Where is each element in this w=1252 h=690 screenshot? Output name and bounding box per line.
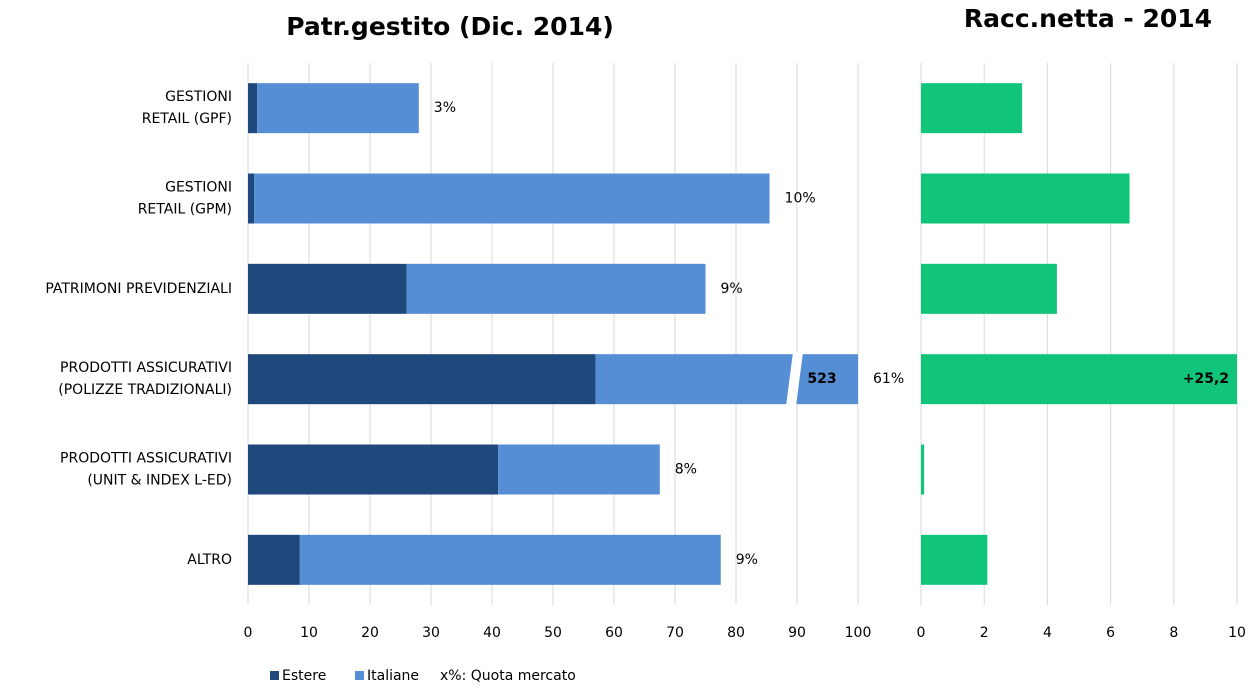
bar-segment bbox=[248, 354, 596, 405]
market-share-label: 3% bbox=[434, 100, 456, 116]
label-line: GESTIONI bbox=[165, 180, 232, 196]
market-share-label: 9% bbox=[736, 552, 758, 568]
bar bbox=[921, 444, 925, 495]
y-tick-label: PRODOTTI ASSICURATIVI (UNIT & INDEX L-ED) bbox=[60, 451, 232, 489]
bar-segment bbox=[257, 83, 419, 134]
market-share-label: 8% bbox=[675, 462, 697, 478]
x-tick-label: 2 bbox=[980, 625, 989, 641]
axis-break bbox=[786, 352, 803, 407]
label-line: ALTRO bbox=[187, 552, 232, 568]
legend-label: Estere bbox=[282, 668, 326, 684]
x-tick-label: 10 bbox=[1228, 625, 1246, 641]
market-share-label: 61% bbox=[873, 371, 904, 387]
break-total-label: 523 bbox=[807, 371, 836, 387]
value-label: +25,2 bbox=[1183, 371, 1229, 387]
bar-segment bbox=[254, 173, 770, 224]
bar-segment bbox=[406, 263, 706, 314]
market-share-label: 10% bbox=[785, 191, 816, 207]
market-share-label: 9% bbox=[721, 281, 743, 297]
y-tick-label: PATRIMONI PREVIDENZIALI bbox=[45, 281, 232, 297]
bar-segment bbox=[248, 173, 255, 224]
legend-note: x%: Quota mercato bbox=[440, 668, 576, 684]
x-tick-label: 90 bbox=[788, 625, 806, 641]
x-tick-label: 100 bbox=[845, 625, 872, 641]
y-tick-label: ALTRO bbox=[187, 552, 232, 568]
legend-swatch bbox=[270, 671, 279, 680]
y-tick-label: GESTIONI RETAIL (GPM) bbox=[138, 180, 232, 218]
label-line: PATRIMONI PREVIDENZIALI bbox=[45, 281, 232, 297]
label-line: (POLIZZE TRADIZIONALI) bbox=[58, 382, 232, 398]
bar bbox=[921, 83, 1023, 134]
x-tick-label: 20 bbox=[361, 625, 379, 641]
bar-segment bbox=[248, 444, 499, 495]
x-tick-label: 50 bbox=[544, 625, 562, 641]
x-tick-label: 10 bbox=[300, 625, 318, 641]
x-tick-label: 0 bbox=[244, 625, 253, 641]
y-tick-label: GESTIONI RETAIL (GPF) bbox=[142, 89, 232, 127]
x-tick-label: 80 bbox=[727, 625, 745, 641]
x-tick-label: 30 bbox=[422, 625, 440, 641]
bar-segment bbox=[248, 83, 258, 134]
label-line: RETAIL (GPM) bbox=[138, 202, 232, 218]
legend-label: Italiane bbox=[367, 668, 419, 684]
bar bbox=[921, 354, 1237, 405]
label-line: PRODOTTI ASSICURATIVI bbox=[60, 360, 232, 376]
bar-segment bbox=[595, 354, 858, 405]
bar-segment bbox=[248, 534, 300, 585]
x-tick-label: 4 bbox=[1043, 625, 1052, 641]
x-tick-label: 70 bbox=[666, 625, 684, 641]
bar-segment bbox=[248, 263, 407, 314]
x-tick-label: 6 bbox=[1106, 625, 1115, 641]
label-line: PRODOTTI ASSICURATIVI bbox=[60, 451, 232, 467]
x-tick-label: 0 bbox=[917, 625, 926, 641]
label-line: RETAIL (GPF) bbox=[142, 111, 232, 127]
bar-segment bbox=[498, 444, 660, 495]
legend-swatch bbox=[355, 671, 364, 680]
chart-title: Patr.gestito (Dic. 2014) bbox=[286, 12, 614, 41]
label-line: GESTIONI bbox=[165, 89, 232, 105]
x-tick-label: 60 bbox=[605, 625, 623, 641]
y-tick-label: PRODOTTI ASSICURATIVI (POLIZZE TRADIZIONA… bbox=[58, 360, 232, 398]
x-tick-label: 40 bbox=[483, 625, 501, 641]
chart-title: Racc.netta - 2014 bbox=[964, 4, 1212, 33]
bar bbox=[921, 534, 988, 585]
bar bbox=[921, 263, 1057, 314]
bar bbox=[921, 173, 1130, 224]
bar-segment bbox=[299, 534, 721, 585]
x-tick-label: 8 bbox=[1169, 625, 1178, 641]
label-line: (UNIT & INDEX L-ED) bbox=[87, 473, 232, 489]
